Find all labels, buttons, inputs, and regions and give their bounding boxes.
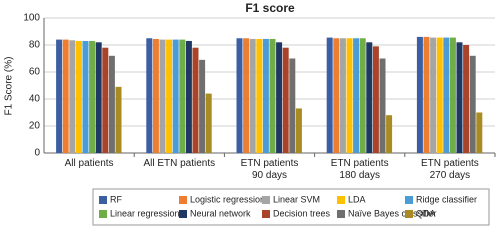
bar [476,112,483,153]
legend-swatch [262,196,270,204]
bar [172,39,179,153]
bar [102,47,109,154]
bar [82,40,89,154]
bar [185,40,192,154]
legend-label: LDA [348,194,366,204]
bar [205,93,212,153]
legend-label: Decision trees [273,208,331,218]
bar [339,38,346,153]
legend-label: Logistic regression [190,194,265,204]
x-tick-label: All patients [64,158,114,169]
bar [295,108,302,153]
bar [69,40,76,153]
y-axis-label: F1 Score (%) [4,57,15,116]
bar [249,38,256,153]
y-tick-label: 80 [29,40,41,51]
bar [146,38,153,153]
bar [449,37,456,154]
bar [386,115,393,153]
bar [199,59,206,153]
legend-label: Naïve Bayes classifier [348,208,437,218]
legend-swatch [405,196,413,204]
bar [269,38,276,153]
y-tick-label: 100 [23,13,40,24]
bar [282,47,289,154]
bar [430,37,437,154]
bar [346,38,353,153]
y-tick-label: 60 [29,67,41,78]
bar [108,55,115,153]
legend-label: Neural network [190,208,251,218]
bar [456,42,463,153]
x-tick-label: ETN patients 90 days [240,158,299,181]
y-tick-label: 0 [34,148,40,159]
bar [469,55,476,153]
bar [276,42,283,153]
legend-swatch [99,210,107,218]
y-tick-label: 20 [29,121,41,132]
bar [166,39,173,153]
bar [179,39,186,153]
chart-title: F1 score [245,1,295,15]
bar [62,39,69,153]
legend-label: Linear regression [110,208,180,218]
bar [89,40,96,154]
x-tick-label: ETN patients 180 days [330,158,389,181]
bar [192,47,199,154]
bar [443,37,450,154]
bar [436,37,443,154]
legend-label: Ridge classifier [416,194,477,204]
bar [372,46,379,153]
legend-swatch [405,210,413,218]
bar [262,38,269,153]
bar [353,38,360,153]
legend-box [92,188,490,226]
x-tick-label: ETN patients 270 days [420,158,479,181]
bar [333,38,340,153]
bar [95,42,102,153]
y-tick-label: 40 [29,94,41,105]
legend-swatch [179,196,187,204]
legend-swatch [99,196,107,204]
bar [256,38,263,153]
legend-swatch [179,210,187,218]
legend-swatch [337,196,345,204]
bar [416,36,423,153]
bar [366,42,373,153]
bar [75,40,82,154]
bar [423,36,430,153]
bar [115,86,122,153]
bar [359,38,366,153]
bar [289,58,296,153]
x-tick-label: All ETN patients [143,158,216,169]
bar [152,38,159,153]
legend-swatch [337,210,345,218]
bar [326,37,333,154]
bar [379,58,386,153]
legend-label: RF [110,194,122,204]
legend-swatch [262,210,270,218]
bar [243,38,250,153]
bar [159,39,166,153]
legend-label: QDA [416,208,436,218]
bar [236,38,243,153]
legend-label: Linear SVM [273,194,320,204]
bar [56,39,63,153]
bar [463,45,470,153]
